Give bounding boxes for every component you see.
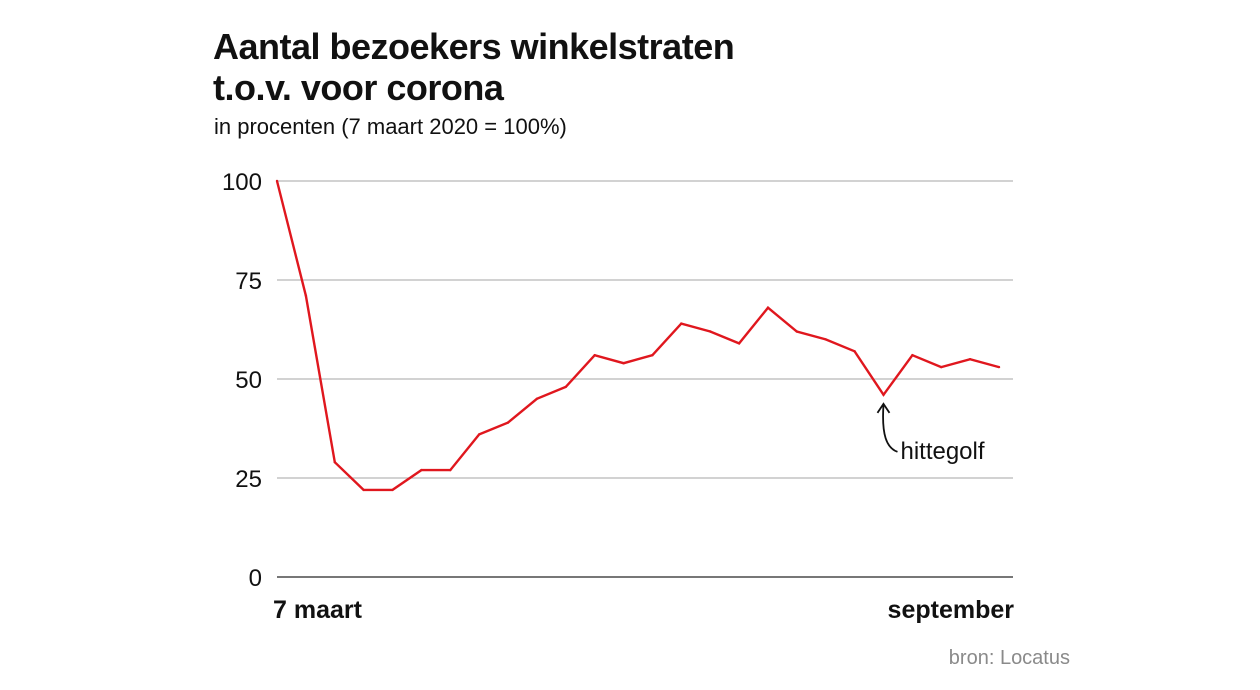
- x-label-end: september: [888, 596, 1015, 624]
- annotation-arrowhead: [876, 402, 891, 414]
- data-point: [968, 358, 972, 361]
- data-point: [362, 488, 365, 492]
- y-tick-label-0: 0: [249, 565, 262, 592]
- grid-lines: [277, 180, 1013, 578]
- data-point: [940, 365, 943, 369]
- annotation-label: hittegolf: [900, 438, 984, 465]
- data-point: [420, 468, 423, 472]
- chart-title-line-1: Aantal bezoekers winkelstraten: [213, 26, 735, 67]
- x-axis-labels: 7 maart september: [273, 596, 1014, 624]
- data-point: [506, 421, 510, 424]
- y-tick-label-25: 25: [235, 466, 262, 493]
- y-tick-label-75: 75: [235, 268, 262, 295]
- data-point: [882, 393, 885, 396]
- data-point: [737, 342, 741, 345]
- annotation-arrow: [882, 404, 898, 453]
- data-point: [535, 397, 539, 400]
- data-point: [680, 322, 683, 325]
- data-point: [651, 354, 654, 357]
- data-point: [333, 461, 336, 464]
- data-point: [304, 294, 308, 297]
- data-point: [275, 179, 279, 183]
- y-tick-label-100: 100: [222, 169, 262, 196]
- series-line-bezoekers: [275, 180, 1000, 492]
- y-tick-label-50: 50: [235, 367, 262, 394]
- chart-subtitle: in procenten (7 maart 2020 = 100%): [214, 114, 567, 139]
- data-point: [824, 338, 827, 341]
- source-credit: bron: Locatus: [948, 647, 1070, 669]
- data-point: [911, 354, 914, 357]
- chart-title-line-2: t.o.v. voor corona: [213, 67, 504, 108]
- x-label-start: 7 maart: [273, 596, 363, 624]
- y-axis-tick-labels: 0 25 50 75 100: [222, 169, 262, 592]
- data-point: [564, 385, 567, 389]
- data-series: [275, 179, 1001, 492]
- annotations: hittegolf: [876, 402, 985, 465]
- data-point: [622, 362, 625, 365]
- data-point: [478, 433, 481, 436]
- data-point: [766, 306, 770, 309]
- data-point: [449, 468, 452, 472]
- chart-title: Aantal bezoekers winkelstraten t.o.v. vo…: [213, 26, 735, 108]
- data-point: [795, 330, 798, 333]
- data-point: [997, 365, 1001, 369]
- data-point: [709, 330, 712, 333]
- data-point: [853, 350, 856, 353]
- data-point: [593, 354, 596, 357]
- data-point: [391, 488, 394, 492]
